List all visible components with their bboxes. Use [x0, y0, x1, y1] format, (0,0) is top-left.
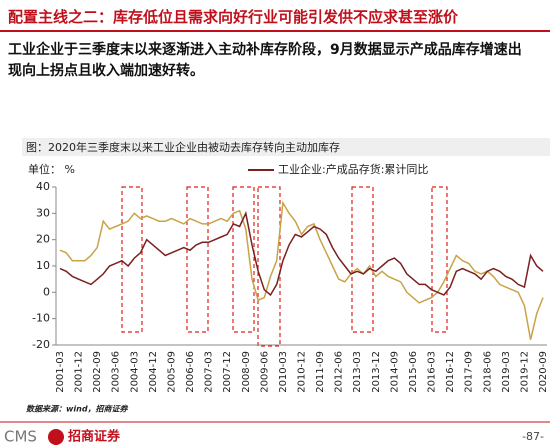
series-line — [59, 200, 544, 340]
x-tick-label: 2009-06 — [259, 351, 270, 393]
x-tick-label: 2015-06 — [408, 351, 419, 393]
x-tick-label: 2003-06 — [111, 351, 122, 393]
chart-title-band — [22, 138, 550, 156]
highlights — [121, 186, 448, 347]
title-rule — [0, 30, 550, 32]
x-tick-label: 2004-12 — [148, 351, 159, 393]
x-tick-label: 2001-03 — [55, 351, 66, 393]
highlight-box — [186, 186, 209, 333]
y-tick-label: 0 — [43, 285, 50, 298]
legend-label: 工业企业:产成品存货:累计同比 — [278, 162, 428, 176]
highlight-box — [431, 186, 448, 333]
y-tick-label: -10 — [32, 312, 50, 325]
x-tick-label: 2017-09 — [464, 351, 475, 393]
y-tick-label: 20 — [36, 233, 50, 246]
x-tick-label: 2007-12 — [222, 351, 233, 393]
logo-text: CMS — [4, 428, 37, 446]
y-tick-label: -20 — [32, 338, 50, 351]
highlight-box — [232, 186, 255, 333]
x-tick-label: 2019-03 — [501, 351, 512, 393]
highlight-box — [351, 186, 374, 333]
slide-title: 配置主线之二：库存低位且需求向好行业可能引发供不应求甚至涨价 — [8, 8, 459, 26]
x-tick-label: 2010-03 — [278, 351, 289, 393]
x-tick-label: 2007-03 — [204, 351, 215, 393]
x-tick-label: 2013-03 — [352, 351, 363, 393]
x-tick-label: 2001-12 — [74, 351, 85, 393]
x-tick-label: 2013-12 — [371, 351, 382, 393]
x-tick-label: 2010-12 — [297, 351, 308, 393]
chart-title: 图：2020年三季度末以来工业企业由被动去库存转向主动加库存 — [26, 140, 340, 154]
x-tick-label: 2011-09 — [315, 351, 326, 393]
x-tick-label: 2016-12 — [445, 351, 456, 393]
series-line — [59, 210, 544, 297]
x-tick-label: 2014-09 — [389, 351, 400, 393]
x-tick-label: 2012-06 — [334, 351, 345, 393]
x-tick-label: 2004-03 — [129, 351, 140, 393]
x-tick-label: 2016-03 — [427, 351, 438, 393]
x-tick-label: 2005-09 — [166, 351, 177, 393]
logo-icon — [48, 429, 64, 445]
source: 数据来源：wind，招商证券 — [26, 405, 129, 414]
x-tick-label: 2020-09 — [538, 351, 549, 393]
x-tick-label: 2018-06 — [482, 351, 493, 393]
y-tick-label: 10 — [36, 259, 50, 272]
x-tick-label: 2002-09 — [92, 351, 103, 393]
y-unit: 单位： % — [28, 162, 75, 176]
y-tick-label: 40 — [36, 180, 50, 193]
x-tick-label: 2008-09 — [241, 351, 252, 393]
slide-text: 工业企业于三季度末以来逐渐进入主动补库存阶段，9月数据显示产成品库存增速出现向上… — [8, 42, 522, 79]
page-number: -87- — [522, 430, 544, 443]
x-tick-label: 2019-12 — [519, 351, 530, 393]
highlight-box — [257, 186, 281, 347]
company: 招商证券 — [68, 429, 121, 445]
x-tick-label: 2006-06 — [185, 351, 196, 393]
y-tick-label: 30 — [36, 206, 50, 219]
highlight-box — [121, 186, 143, 333]
